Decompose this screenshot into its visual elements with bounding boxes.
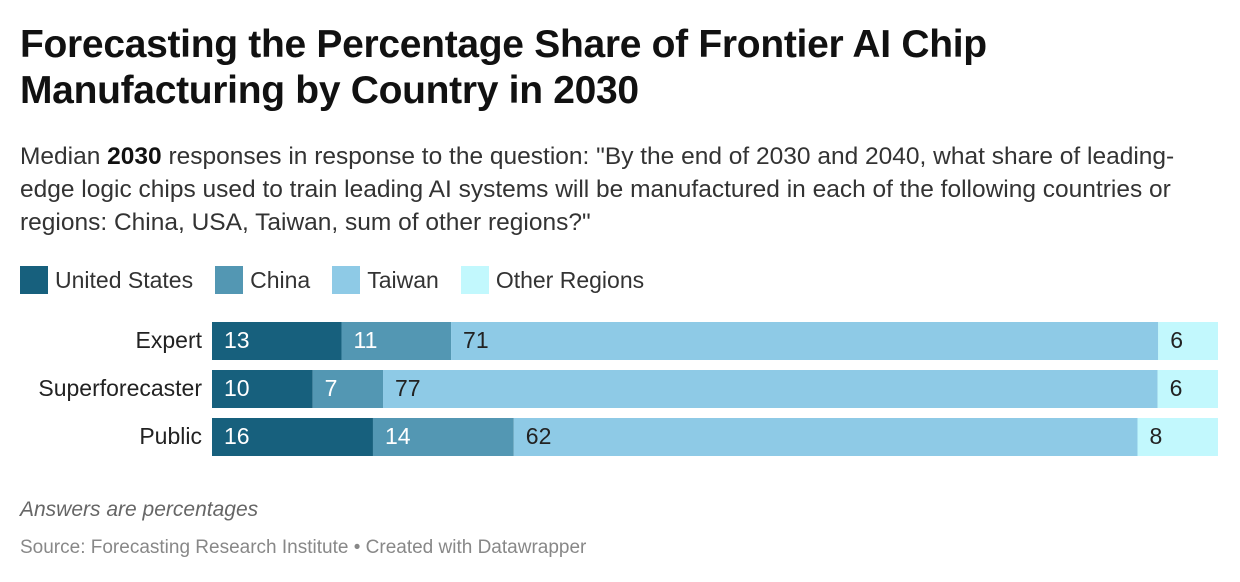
chart-source: Source: Forecasting Research Institute •… bbox=[20, 537, 587, 558]
chart-legend: United States China Taiwan Other Regions bbox=[20, 264, 666, 296]
legend-item-china: China bbox=[215, 266, 310, 294]
legend-swatch-united-states bbox=[20, 266, 48, 294]
bar-expert-taiwan bbox=[451, 322, 1159, 360]
value-label-expert-united-states: 13 bbox=[224, 327, 250, 353]
bar-superforecaster-united-states bbox=[212, 370, 313, 408]
value-label-public-united-states: 16 bbox=[224, 423, 250, 449]
legend-item-other-regions: Other Regions bbox=[460, 266, 645, 294]
subtitle-suffix: responses in response to the question: "… bbox=[20, 143, 1175, 236]
legend-item-united-states: United States bbox=[20, 266, 193, 294]
value-label-expert-china: 11 bbox=[353, 327, 377, 353]
bar-expert-united-states bbox=[212, 322, 342, 360]
legend-swatch-china bbox=[215, 266, 244, 294]
value-label-expert-taiwan: 71 bbox=[463, 327, 489, 353]
value-label-public-taiwan: 62 bbox=[526, 423, 552, 449]
value-label-superforecaster-other-regions: 6 bbox=[1170, 375, 1183, 401]
chart-title: Forecasting the Percentage Share of Fron… bbox=[20, 23, 987, 112]
bar-public-other-regions bbox=[1137, 418, 1218, 456]
bar-expert-other-regions bbox=[1158, 322, 1218, 360]
legend-item-taiwan: Taiwan bbox=[332, 266, 439, 294]
value-label-superforecaster-taiwan: 77 bbox=[395, 375, 421, 401]
bar-expert-china bbox=[341, 322, 452, 360]
subtitle-bold-year: 2030 bbox=[107, 143, 162, 170]
bar-superforecaster-china bbox=[312, 370, 384, 408]
subtitle-prefix: Median bbox=[20, 143, 108, 170]
category-label-expert: Expert bbox=[136, 327, 203, 353]
value-label-public-other-regions: 8 bbox=[1150, 423, 1163, 449]
legend-label-other-regions: Other Regions bbox=[495, 266, 645, 293]
bar-public-taiwan bbox=[513, 418, 1138, 456]
chart-subtitle: Median 2030 responses in response to the… bbox=[20, 140, 1215, 239]
legend-swatch-taiwan bbox=[332, 266, 361, 294]
chart-note: Answers are percentages bbox=[20, 498, 259, 521]
category-label-superforecaster: Superforecaster bbox=[38, 375, 202, 401]
category-label-public: Public bbox=[139, 423, 202, 449]
legend-label-china: China bbox=[250, 266, 311, 293]
bar-superforecaster-other-regions bbox=[1157, 370, 1218, 408]
value-label-superforecaster-china: 7 bbox=[325, 375, 338, 401]
bar-public-china bbox=[372, 418, 514, 456]
value-label-public-china: 14 bbox=[385, 423, 411, 449]
value-label-superforecaster-united-states: 10 bbox=[224, 375, 250, 401]
legend-swatch-other-regions bbox=[460, 266, 489, 294]
legend-label-united-states: United States bbox=[55, 266, 194, 293]
bar-public-united-states bbox=[212, 418, 373, 456]
bar-superforecaster-taiwan bbox=[383, 370, 1158, 408]
value-label-expert-other-regions: 6 bbox=[1170, 327, 1183, 353]
legend-label-taiwan: Taiwan bbox=[367, 266, 439, 293]
